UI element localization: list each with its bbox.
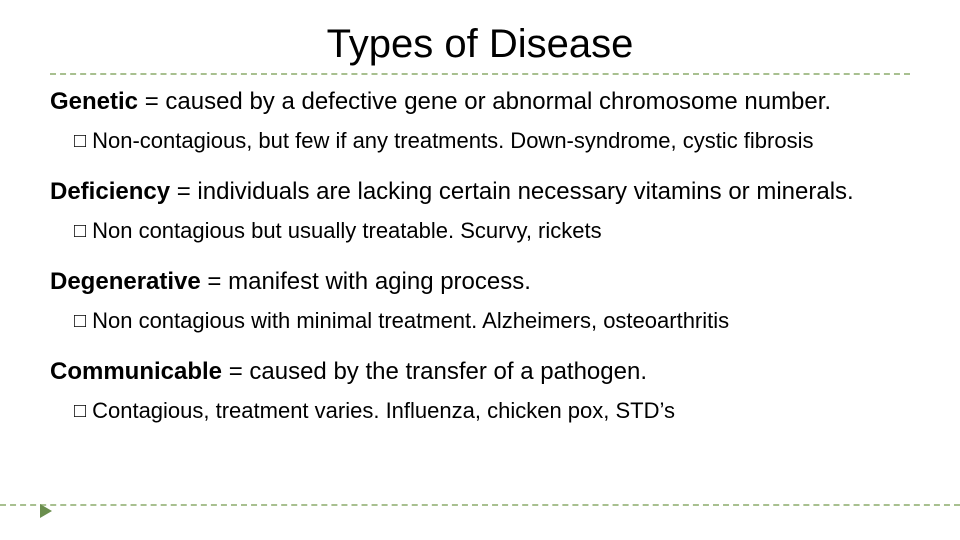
sub-genetic: Non-contagious, but few if any treatment… [50,127,910,155]
play-marker-icon [40,504,52,518]
slide: Types of Disease Genetic = caused by a d… [0,0,960,540]
heading-communicable: Communicable = caused by the transfer of… [50,357,910,387]
definition-degenerative: = manifest with aging process. [201,268,531,295]
sub-communicable: Contagious, treatment varies. Influenza,… [50,397,910,425]
section-communicable: Communicable = caused by the transfer of… [50,357,910,425]
section-degenerative: Degenerative = manifest with aging proce… [50,267,910,335]
title-divider [50,73,910,75]
bottom-divider [0,504,960,506]
section-deficiency: Deficiency = individuals are lacking cer… [50,177,910,245]
term-communicable: Communicable [50,358,222,385]
sub-degenerative: Non contagious with minimal treatment. A… [50,307,910,335]
term-deficiency: Deficiency [50,178,170,205]
sub-deficiency: Non contagious but usually treatable. Sc… [50,217,910,245]
heading-degenerative: Degenerative = manifest with aging proce… [50,267,910,297]
term-genetic: Genetic [50,88,138,115]
definition-deficiency: = individuals are lacking certain necess… [170,178,854,205]
slide-title: Types of Disease [50,22,910,67]
definition-communicable: = caused by the transfer of a pathogen. [222,358,647,385]
heading-deficiency: Deficiency = individuals are lacking cer… [50,177,910,207]
heading-genetic: Genetic = caused by a defective gene or … [50,87,910,117]
definition-genetic: = caused by a defective gene or abnormal… [138,88,831,115]
term-degenerative: Degenerative [50,268,201,295]
section-genetic: Genetic = caused by a defective gene or … [50,87,910,155]
